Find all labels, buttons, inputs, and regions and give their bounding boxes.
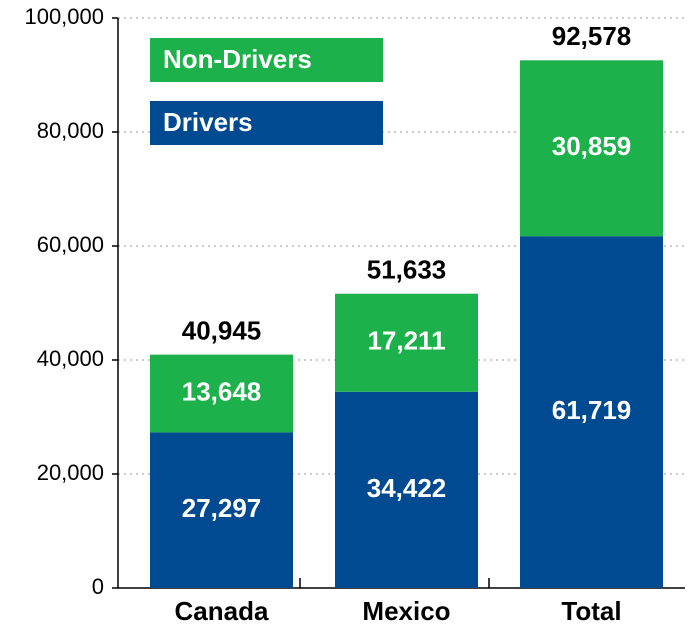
legend-label: Drivers — [163, 107, 253, 137]
legend-swatch — [150, 101, 383, 145]
y-tick-label: 80,000 — [37, 118, 104, 143]
y-tick-label: 20,000 — [37, 460, 104, 485]
legend-label: Non-Drivers — [163, 44, 312, 74]
value-label: 17,211 — [367, 326, 445, 356]
bar-segment — [150, 432, 293, 588]
y-tick-label: 60,000 — [37, 232, 104, 257]
y-tick-label: 0 — [92, 574, 104, 599]
y-tick-label: 40,000 — [37, 346, 104, 371]
x-tick-label: Mexico — [362, 596, 450, 626]
x-tick-label: Canada — [175, 596, 269, 626]
value-label: 61,719 — [552, 395, 632, 425]
bar-segment — [335, 391, 478, 588]
bar-segment — [150, 354, 293, 433]
y-tick-label: 100,000 — [24, 4, 104, 29]
bar-segment — [335, 293, 478, 392]
total-label: 92,578 — [552, 21, 632, 51]
legend-swatch — [150, 38, 383, 82]
x-tick-label: Total — [561, 596, 621, 626]
total-label: 40,945 — [182, 315, 262, 345]
bar-segment — [520, 60, 663, 237]
value-label: 13,648 — [182, 376, 262, 406]
value-label: 30,859 — [552, 131, 632, 161]
value-label: 34,422 — [367, 473, 447, 503]
value-label: 27,297 — [182, 493, 262, 523]
total-label: 51,633 — [367, 255, 447, 285]
bar-segment — [520, 236, 663, 588]
